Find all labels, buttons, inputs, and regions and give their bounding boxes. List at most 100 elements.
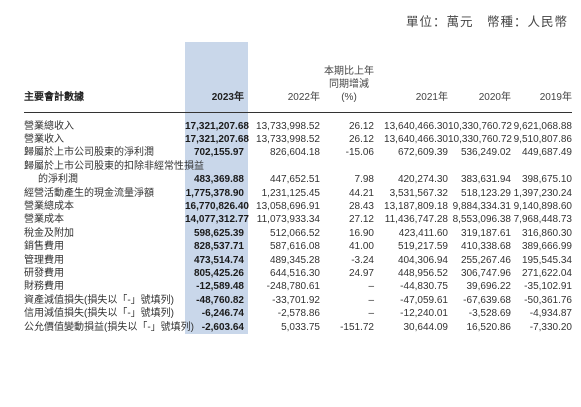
cell-2023: 17,321,207.68	[185, 119, 249, 133]
row-label: 財務費用	[24, 281, 64, 293]
cell-2022: 826,604.18	[269, 147, 320, 159]
cell-2019: 449,687.49	[521, 147, 572, 159]
cell-2019: 389,666.99	[521, 241, 572, 253]
cell-2021: 519,217.59	[397, 241, 448, 253]
cell-2022: 447,652.51	[269, 174, 320, 186]
cell-2023: -6,246.74	[185, 307, 248, 321]
table-row: 經營活動產生的現金流量淨額 1,775,378.90 1,231,125.45 44.…	[24, 186, 572, 200]
cell-2021	[378, 160, 448, 173]
table-row: 營業總收入 17,321,207.68 13,733,998.52 26.12 13,6…	[24, 119, 572, 133]
unit-currency-note: 單位：萬元 幣種：人民幣	[405, 15, 568, 29]
cell-2020: 518,123.29	[460, 187, 511, 199]
cell-2021: 13,187,809.18	[384, 200, 448, 212]
cell-2023: -12,589.48	[185, 280, 248, 294]
cell-2020	[448, 160, 511, 173]
header-2021: 2021年	[378, 42, 448, 113]
cell-2021: -12,240.01	[400, 308, 448, 320]
cell-2023: 702,155.97	[185, 146, 248, 160]
row-label: 公允價值變動損益(損失以「-」號填列)	[24, 321, 194, 333]
cell-2021: 448,956.52	[397, 267, 448, 279]
row-label: 管理費用	[24, 254, 64, 266]
cell-2021: 672,609.39	[397, 147, 448, 159]
cell-change: 27.12	[348, 214, 374, 226]
row-label: 資產減值損失(損失以「-」號填列)	[24, 294, 174, 306]
cell-change: 26.12	[348, 133, 374, 145]
cell-2020: 39,696.22	[466, 281, 512, 293]
cell-2023	[185, 159, 248, 174]
row-label: 信用減值損失(損失以「-」號填列)	[24, 308, 174, 320]
header-2020: 2020年	[448, 42, 511, 113]
header-change: 本期比上年 同期增減 (%)	[320, 42, 378, 113]
table-row: 營業總成本 16,770,826.40 13,058,696.91 28.43 13,1…	[24, 199, 572, 214]
cell-2020: 306,747.96	[460, 267, 511, 279]
cell-2019: 271,622.04	[521, 267, 572, 279]
cell-2022: -2,578.86	[277, 308, 320, 320]
table-row: 公允價值變動損益(損失以「-」號填列) -2,603.64 5,033.75 -151…	[24, 320, 572, 334]
cell-2022: 489,345.28	[269, 254, 320, 266]
cell-change: 24.97	[348, 267, 374, 279]
cell-change: 16.90	[348, 227, 374, 239]
cell-2021: -44,830.75	[400, 281, 448, 293]
header-change-line1: 本期比上年	[324, 65, 374, 77]
row-label: 營業總成本	[24, 200, 74, 212]
cell-2020: 10,330,760.72	[448, 120, 512, 132]
cell-2019: 7,968,448.73	[513, 214, 572, 226]
cell-change: -3.24	[351, 254, 374, 266]
cell-2023: 598,625.39	[185, 226, 248, 241]
cell-2022: 512,066.52	[269, 227, 320, 239]
cell-2022: 13,058,696.91	[256, 200, 320, 212]
table-row: 歸屬於上市公司股東的淨利潤 702,155.97 826,604.18 -15.06 6…	[24, 146, 572, 160]
table-row: 管理費用 473,514.74 489,345.28 -3.24 404,306.94 2…	[24, 253, 572, 267]
table-row: 營業成本 14,077,312.77 11,073,933.34 27.12 11,43…	[24, 213, 572, 227]
cell-2022: 1,231,125.45	[261, 187, 320, 199]
cell-2019: 1,397,230.24	[513, 187, 572, 199]
cell-change: -15.06	[345, 147, 374, 159]
cell-2023: 1,775,378.90	[185, 186, 248, 200]
cell-2021: 30,644.09	[403, 321, 449, 333]
row-label: 營業成本	[24, 214, 64, 226]
cell-2020: -67,639.68	[463, 294, 511, 306]
cell-2019: -50,361.76	[524, 294, 572, 306]
cell-2022: 587,616.08	[269, 241, 320, 253]
cell-2022: 13,733,998.52	[256, 120, 320, 132]
cell-2019: 9,510,807.86	[513, 133, 572, 145]
table-spacer-row	[24, 112, 572, 120]
cell-2023: 16,770,826.40	[185, 199, 249, 214]
cell-change: 28.43	[348, 200, 374, 212]
cell-change: 41.00	[348, 241, 374, 253]
cell-2019: 195,545.34	[521, 254, 572, 266]
header-2022: 2022年	[248, 42, 320, 113]
cell-change: -151.72	[340, 321, 374, 333]
cell-2021: 11,436,747.28	[384, 214, 448, 226]
cell-2020: 255,267.46	[460, 254, 511, 266]
cell-2023: 14,077,312.77	[185, 213, 249, 227]
cell-2021: 404,306.94	[397, 254, 448, 266]
cell-2019	[511, 160, 572, 173]
table-row: 信用減值損失(損失以「-」號填列) -6,246.74 -2,578.86 – -12,…	[24, 307, 572, 321]
cell-2023: -2,603.64	[185, 320, 248, 334]
table-row: 財務費用 -12,589.48 -248,780.61 – -44,830.75 39,6…	[24, 280, 572, 294]
row-label: 歸屬於上市公司股東的扣除非經常性損益	[24, 160, 204, 172]
cell-2020: 410,338.68	[460, 241, 511, 253]
cell-2021: -47,059.61	[400, 294, 448, 306]
row-label: 銷售費用	[24, 241, 64, 253]
table-row: 銷售費用 828,537.71 587,616.08 41.00 519,217.59 4…	[24, 240, 572, 254]
cell-2021: 3,531,567.32	[389, 187, 448, 199]
header-change-line3: (%)	[341, 91, 357, 103]
cell-change: –	[368, 308, 374, 320]
cell-2019: 316,860.30	[521, 227, 572, 239]
cell-2022: -33,701.92	[272, 294, 320, 306]
cell-2023: 828,537.71	[185, 240, 248, 254]
cell-2020: 319,187.61	[460, 227, 511, 239]
cell-2019: -4,934.87	[529, 308, 572, 320]
cell-2020: 10,330,760.72	[448, 133, 512, 145]
table-row: 資產減值損失(損失以「-」號填列) -48,760.82 -33,701.92 – -4…	[24, 293, 572, 308]
cell-change: –	[368, 294, 374, 306]
cell-2022: 644,516.30	[269, 267, 320, 279]
table-body: 營業總收入 17,321,207.68 13,733,998.52 26.12 13,6…	[24, 112, 572, 334]
table-row: 歸屬於上市公司股東的扣除非經常性損益	[24, 159, 572, 174]
row-label: 研發費用	[24, 267, 64, 279]
header-2019: 2019年	[511, 42, 572, 113]
financial-data-table: 主要會計數據 2023年 2022年 本期比上年 同期增減 (%) 2021年 …	[24, 42, 572, 334]
header-item: 主要會計數據	[24, 42, 185, 113]
